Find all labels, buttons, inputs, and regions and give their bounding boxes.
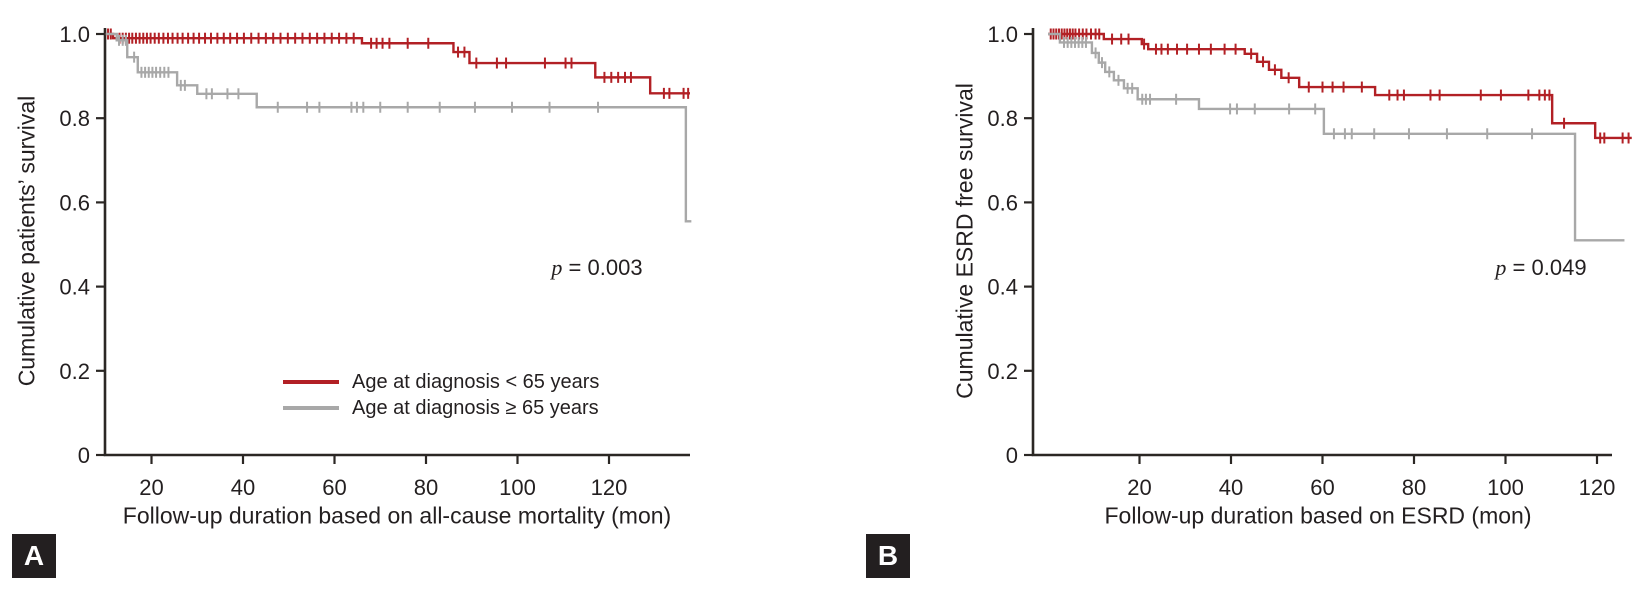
y-tick-label: 0.6 xyxy=(59,190,90,215)
panel-badge-a: A xyxy=(12,534,56,578)
y-tick-label: 1.0 xyxy=(987,22,1018,47)
legend-label-over-65: Age at diagnosis ≥ 65 years xyxy=(352,396,599,419)
km-curve xyxy=(105,32,692,223)
legend-label-under-65: Age at diagnosis < 65 years xyxy=(352,370,600,393)
y-tick-label: 0.4 xyxy=(59,275,90,300)
y-tick-label: 1.0 xyxy=(59,22,90,47)
p-symbol: p xyxy=(551,255,563,280)
y-tick-label: 0.4 xyxy=(987,275,1018,300)
legend-item-under-65: Age at diagnosis < 65 years xyxy=(283,369,599,395)
x-tick-label: 60 xyxy=(1310,475,1334,500)
y-tick-label: 0 xyxy=(78,443,90,468)
x-tick-label: 100 xyxy=(1487,475,1524,500)
p-value-panel-b: p = 0.049 xyxy=(1495,255,1586,281)
panel-b-plot: 20 40 60 80 100 120 1.0 0.8 0.6 0.4 0.2 0 xyxy=(987,22,1632,500)
p-value-panel-a: p = 0.003 xyxy=(551,255,642,281)
panel-a-plot: 20 40 60 80 100 120 1.0 0.8 0.6 0.4 0.2 0 xyxy=(59,22,692,500)
x-tick-label: 40 xyxy=(1219,475,1243,500)
y-tick-label: 0 xyxy=(1006,443,1018,468)
x-tick-label: 80 xyxy=(414,475,438,500)
x-tick-label: 60 xyxy=(322,475,346,500)
x-tick-label: 40 xyxy=(231,475,255,500)
legend-item-over-65: Age at diagnosis ≥ 65 years xyxy=(283,395,599,421)
legend-line-swatch-red xyxy=(283,380,339,384)
km-curve xyxy=(1048,32,1632,140)
x-tick-label: 120 xyxy=(1579,475,1616,500)
x-axis-label-panel-b: Follow-up duration based on ESRD (mon) xyxy=(1104,502,1532,529)
y-tick-label: 0.8 xyxy=(59,106,90,131)
x-tick-label: 100 xyxy=(499,475,536,500)
y-tick-label: 0.6 xyxy=(987,190,1018,215)
legend-line-swatch-gray xyxy=(283,406,339,410)
y-axis-label-panel-b: Cumulative ESRD free survival xyxy=(951,83,978,399)
legend: Age at diagnosis < 65 years Age at diagn… xyxy=(283,369,599,421)
p-symbol: p xyxy=(1495,255,1507,280)
x-tick-label: 20 xyxy=(1127,475,1151,500)
x-tick-label: 20 xyxy=(139,475,163,500)
y-tick-label: 0.2 xyxy=(987,359,1018,384)
y-axis-label-panel-a: Cumulative patients’ survival xyxy=(13,95,40,387)
x-tick-label: 80 xyxy=(1402,475,1426,500)
p-value-text: = 0.003 xyxy=(568,255,643,280)
y-tick-label: 0.8 xyxy=(987,106,1018,131)
panel-badge-b: B xyxy=(866,534,910,578)
p-value-text: = 0.049 xyxy=(1512,255,1587,280)
y-tick-label: 0.2 xyxy=(59,359,90,384)
km-curve xyxy=(1048,32,1625,242)
x-tick-label: 120 xyxy=(591,475,628,500)
x-axis-label-panel-a: Follow-up duration based on all-cause mo… xyxy=(122,502,672,529)
